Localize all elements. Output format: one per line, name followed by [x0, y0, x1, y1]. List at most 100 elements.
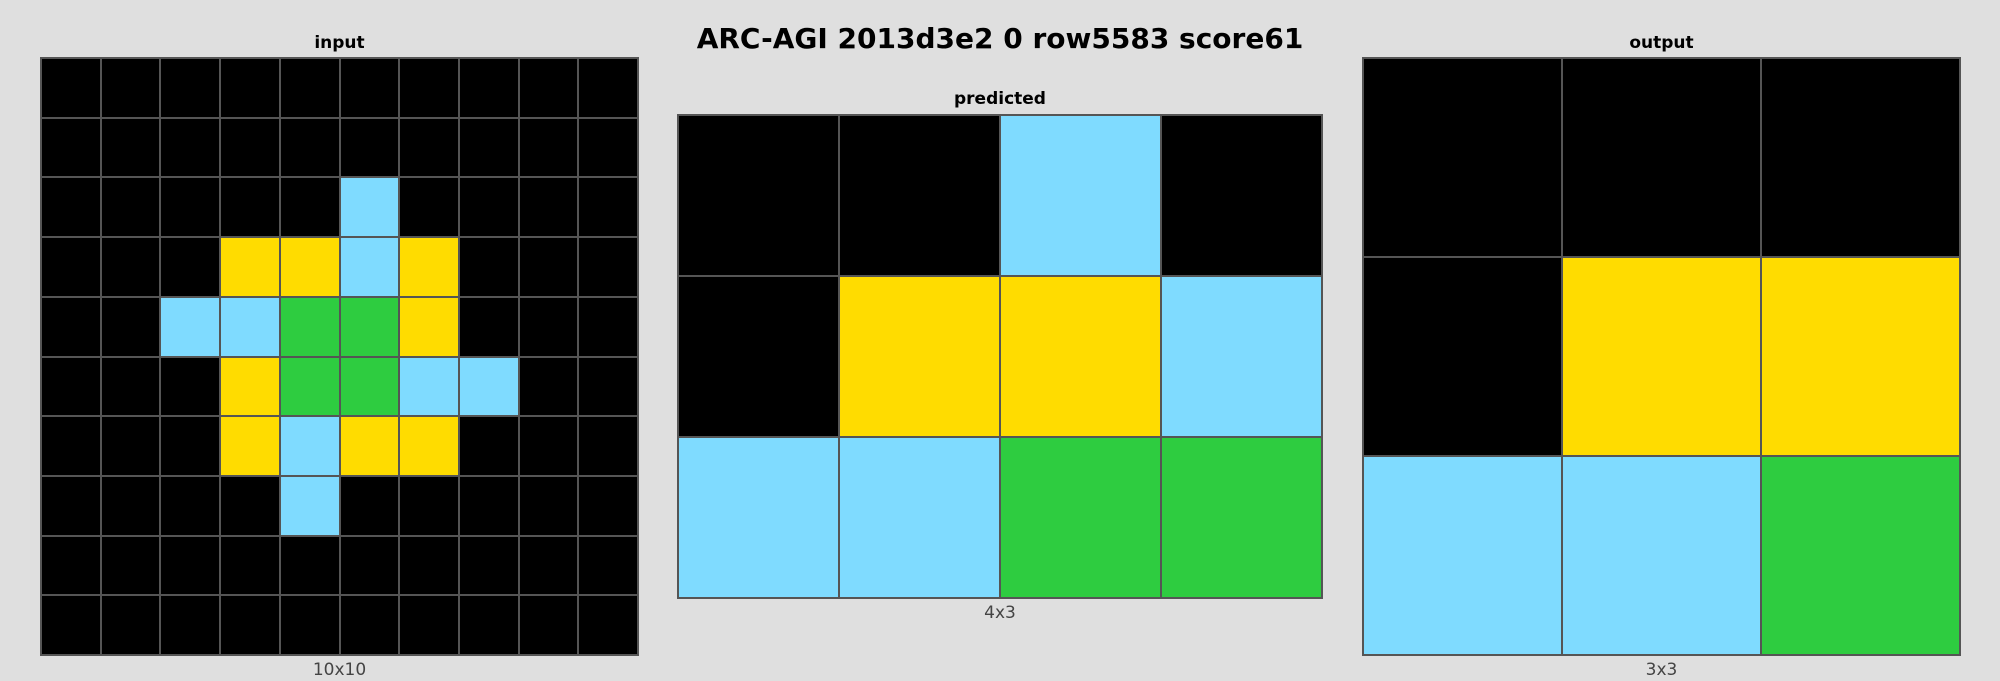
- grid-cell: [399, 296, 459, 357]
- grid-cell: [678, 437, 839, 598]
- grid-cell: [339, 117, 400, 178]
- grid-cell: [458, 475, 519, 536]
- grid-cell: [279, 58, 340, 118]
- grid-cell: [1161, 115, 1322, 276]
- grid-cell: [518, 296, 579, 357]
- grid-cell: [1761, 456, 1960, 655]
- grid-cell: [100, 177, 161, 238]
- grid-cell: [578, 356, 638, 417]
- grid-cell: [339, 475, 400, 536]
- grid-cell: [160, 535, 221, 596]
- grid-cell: [220, 356, 280, 417]
- grid-cell: [399, 475, 459, 536]
- grid-cell: [160, 177, 221, 238]
- grid-cell: [279, 416, 340, 476]
- grid-cell: [458, 595, 519, 655]
- grid-cell: [399, 117, 459, 178]
- grid-cell: [41, 595, 101, 655]
- grid-cell: [1000, 276, 1161, 437]
- grid-cell: [220, 177, 280, 238]
- grid-cell: [678, 115, 839, 276]
- input-grid: [40, 57, 639, 656]
- grid-cell: [518, 356, 579, 417]
- grid-cell: [41, 177, 101, 238]
- grid-cell: [518, 237, 579, 297]
- grid-cell: [220, 535, 280, 596]
- grid-cell: [1363, 58, 1562, 257]
- grid-cell: [220, 117, 280, 178]
- grid-cell: [41, 416, 101, 476]
- grid-cell: [1000, 115, 1161, 276]
- grid-cell: [1363, 456, 1562, 655]
- grid-cell: [1761, 58, 1960, 257]
- grid-cell: [458, 117, 519, 178]
- grid-cell: [279, 535, 340, 596]
- grid-cell: [1161, 276, 1322, 437]
- grid-cell: [1761, 257, 1960, 456]
- grid-cell: [220, 416, 280, 476]
- grid-cell: [160, 117, 221, 178]
- grid-cell: [399, 356, 459, 417]
- grid-cell: [220, 595, 280, 655]
- grid-cell: [578, 296, 638, 357]
- grid-cell: [339, 177, 400, 238]
- grid-cell: [578, 117, 638, 178]
- grid-cell: [458, 356, 519, 417]
- grid-cell: [160, 296, 221, 357]
- grid-cell: [279, 475, 340, 536]
- grid-cell: [100, 356, 161, 417]
- grid-cell: [220, 58, 280, 118]
- grid-cell: [339, 416, 400, 476]
- grid-cell: [1562, 58, 1761, 257]
- grid-cell: [518, 475, 579, 536]
- grid-cell: [339, 595, 400, 655]
- grid-cell: [1161, 437, 1322, 598]
- grid-cell: [339, 58, 400, 118]
- grid-cell: [518, 595, 579, 655]
- predicted-grid: [677, 114, 1323, 599]
- grid-cell: [458, 416, 519, 476]
- grid-cell: [100, 296, 161, 357]
- grid-cell: [160, 595, 221, 655]
- grid-cell: [458, 296, 519, 357]
- grid-cell: [518, 416, 579, 476]
- grid-cell: [100, 475, 161, 536]
- grid-cell: [160, 475, 221, 536]
- grid-cell: [220, 237, 280, 297]
- grid-cell: [339, 296, 400, 357]
- grid-cell: [41, 475, 101, 536]
- figure-title: ARC-AGI 2013d3e2 0 row5583 score61: [696, 22, 1304, 55]
- grid-cell: [518, 117, 579, 178]
- grid-cell: [279, 117, 340, 178]
- grid-cell: [100, 117, 161, 178]
- grid-cell: [41, 117, 101, 178]
- input-label: input: [314, 33, 365, 53]
- grid-cell: [279, 296, 340, 357]
- grid-cell: [41, 296, 101, 357]
- grid-cell: [399, 595, 459, 655]
- grid-cell: [279, 177, 340, 238]
- grid-cell: [1562, 456, 1761, 655]
- grid-cell: [160, 237, 221, 297]
- grid-cell: [41, 356, 101, 417]
- grid-cell: [578, 535, 638, 596]
- grid-cell: [160, 58, 221, 118]
- grid-cell: [578, 416, 638, 476]
- grid-cell: [399, 237, 459, 297]
- grid-cell: [41, 58, 101, 118]
- grid-cell: [100, 535, 161, 596]
- grid-cell: [279, 237, 340, 297]
- grid-cell: [518, 177, 579, 238]
- grid-cell: [578, 237, 638, 297]
- grid-cell: [578, 58, 638, 118]
- grid-cell: [220, 475, 280, 536]
- grid-cell: [839, 276, 1000, 437]
- grid-cell: [100, 237, 161, 297]
- grid-cell: [578, 475, 638, 536]
- grid-cell: [578, 177, 638, 238]
- output-grid: [1362, 57, 1961, 656]
- grid-cell: [279, 595, 340, 655]
- input-dims: 10x10: [312, 660, 367, 680]
- grid-cell: [839, 115, 1000, 276]
- grid-cell: [458, 58, 519, 118]
